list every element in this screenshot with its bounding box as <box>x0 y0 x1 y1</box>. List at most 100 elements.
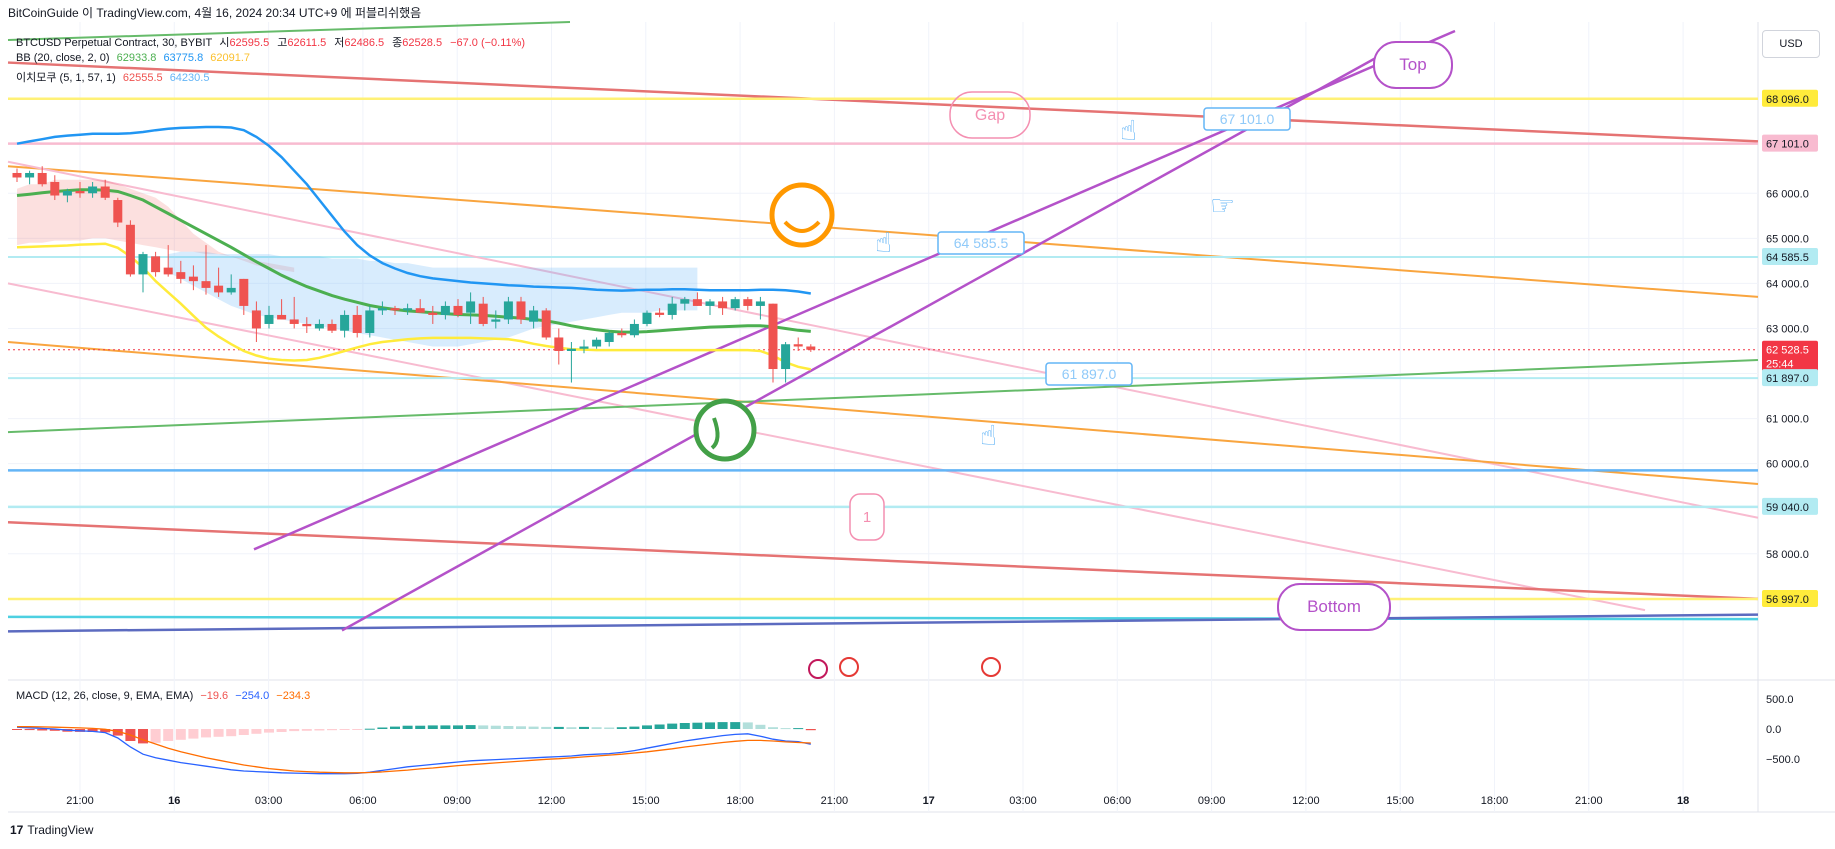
price-label: 56 997.0 <box>1766 594 1809 606</box>
time-tick-label: 18 <box>1677 795 1689 807</box>
macd-histogram-bar <box>314 729 325 731</box>
price-tick-label: 60 000.0 <box>1766 459 1809 471</box>
candle-body <box>226 287 236 293</box>
candle-body <box>793 344 803 347</box>
event-lightning-icon <box>808 659 828 679</box>
bb-upper-value: 63775.8 <box>163 52 204 64</box>
macd-histogram-bar <box>717 722 728 729</box>
price-tick-label: 66 000.0 <box>1766 188 1809 200</box>
macd-histogram-bar <box>742 722 753 729</box>
macd-histogram-bar <box>528 726 539 729</box>
macd-histogram-bar <box>415 725 426 729</box>
price-axis: 66 000.065 000.064 000.063 000.062 000.0… <box>1762 89 1818 766</box>
candle-body <box>188 276 198 282</box>
price-tick-label: 64 000.0 <box>1766 278 1809 290</box>
candle-body <box>466 301 476 313</box>
macd-histogram-bar <box>352 729 363 730</box>
macd-histogram-bar <box>112 729 123 736</box>
time-axis: 21:00 16 03:00 06:00 09:00 12:00 15:00 18:00 21:… <box>66 795 1689 807</box>
time-tick-label: 16 <box>168 795 180 807</box>
price-label-bg <box>1762 248 1818 266</box>
candle-body <box>302 323 312 327</box>
macd-line <box>16 726 811 775</box>
ichimoku-cloud <box>17 179 698 347</box>
candles <box>12 166 816 383</box>
macd-histogram-bar <box>793 728 804 730</box>
time-tick-label: 18:00 <box>726 795 754 807</box>
macd-histogram-bar <box>566 727 577 729</box>
macd-histogram-bar <box>327 729 337 731</box>
candle-body <box>251 310 261 329</box>
macd-histogram-bar <box>679 723 690 729</box>
macd-histogram-bar <box>667 723 678 729</box>
orange-trend-upper <box>7 165 1759 298</box>
ichimoku-legend: 이치모쿠 (5, 1, 57, 1) 62555.5 64230.5 <box>16 69 213 85</box>
candle-body <box>340 314 350 331</box>
candle-body <box>629 323 639 336</box>
macd-pane <box>12 722 816 775</box>
green-trend-top <box>7 21 571 42</box>
callout-61897-label: 61 897.0 <box>1062 366 1117 382</box>
macd-histogram-bar <box>201 729 211 738</box>
trend-lines <box>7 21 1759 633</box>
ohlc-item: 저62486.5 <box>334 37 385 49</box>
price-label: 62 528.5 <box>1766 345 1809 357</box>
ohlc-value: 62486.5 <box>344 37 385 49</box>
candle-body <box>75 191 85 194</box>
price-label: 64 585.5 <box>1766 252 1809 264</box>
ohlc-values: 시62595.5 고62611.5 저62486.5 종62528.5 −67.0 (−… <box>219 37 533 49</box>
time-tick-label: 09:00 <box>1198 795 1226 807</box>
candle-body <box>12 172 22 178</box>
ichimoku-value-a: 62555.5 <box>122 72 163 84</box>
hand-icon: ☝ <box>980 419 997 452</box>
candle-body <box>100 186 110 198</box>
ichimoku-value-b: 64230.5 <box>169 72 210 84</box>
time-tick-label: 09:00 <box>443 795 471 807</box>
macd-histogram-bar <box>705 722 715 729</box>
callout-67101-label: 67 101.0 <box>1220 111 1275 127</box>
time-tick-label: 21:00 <box>821 795 849 807</box>
price-label: 59 040.0 <box>1766 502 1809 514</box>
candle-body <box>327 323 337 331</box>
macd-histogram-bar <box>175 729 186 740</box>
candle-body <box>566 348 576 351</box>
cyan-floor <box>7 615 1759 621</box>
macd-label: MACD (12, 26, close, 9, EMA, EMA) <box>16 690 194 702</box>
macd-histogram-bar <box>213 729 224 737</box>
candle-body <box>642 312 652 324</box>
tradingview-footer[interactable]: 17 TradingView <box>10 823 93 837</box>
macd-tick-label: 500.0 <box>1766 694 1794 706</box>
currency-button[interactable]: USD <box>1762 30 1820 58</box>
candle-body <box>781 344 791 370</box>
macd-histogram-bar <box>730 722 741 729</box>
macd-hist-value: −19.6 <box>200 690 229 702</box>
ohlc-item: −67.0 (−0.11%) <box>450 37 529 49</box>
indigo-floor <box>7 613 1759 633</box>
price-label-bg <box>1762 369 1818 387</box>
candle-body <box>239 278 249 306</box>
red-trend-top <box>7 61 1759 143</box>
candle-body <box>554 337 564 351</box>
candle-body <box>705 301 715 306</box>
candle-body <box>289 319 299 324</box>
orange-trend-lower <box>7 340 1759 485</box>
macd-histogram-bar <box>654 724 665 729</box>
macd-line-value: −254.0 <box>235 690 270 702</box>
confused-face-icon <box>693 398 757 462</box>
hand-icon: ☝ <box>1120 114 1137 147</box>
macd-histogram-bar <box>12 729 22 730</box>
macd-signal-value: −234.3 <box>276 690 311 702</box>
macd-histogram-bar <box>251 729 262 734</box>
candle-body <box>617 332 627 336</box>
candle-body <box>680 299 690 304</box>
candle-body <box>365 310 375 333</box>
candle-body <box>730 299 740 309</box>
macd-histogram-bar <box>768 727 778 729</box>
macd-histogram-bar <box>150 729 161 743</box>
candle-body <box>579 346 589 349</box>
macd-histogram-bar <box>427 725 438 729</box>
bb-lower-value: 62091.7 <box>210 52 251 64</box>
callout-64585-label: 64 585.5 <box>954 235 1009 251</box>
macd-histogram-bar <box>100 729 111 733</box>
